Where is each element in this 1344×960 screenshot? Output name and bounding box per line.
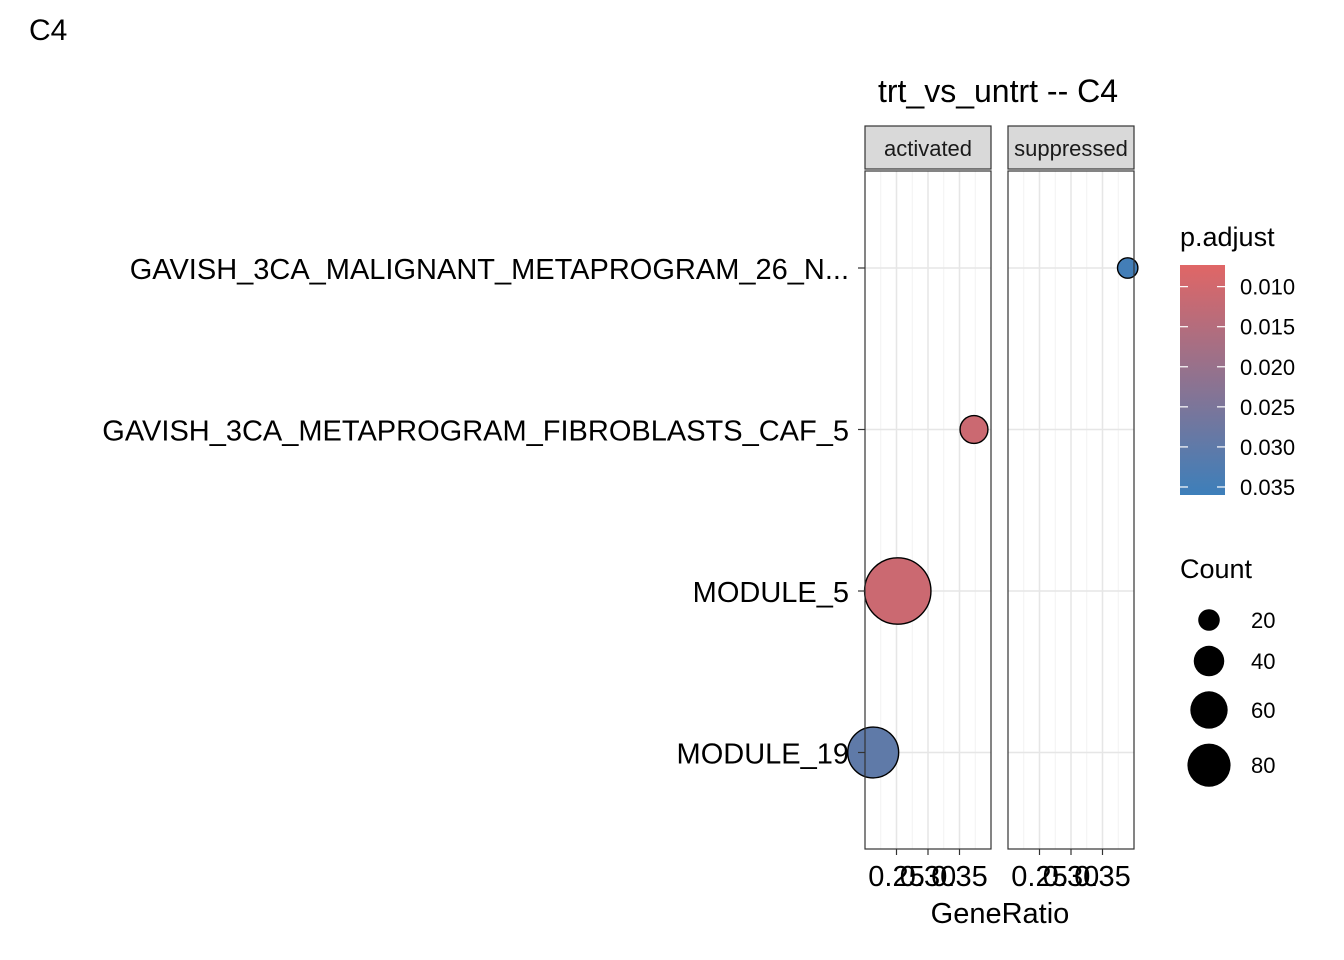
color-legend-label: 0.025 bbox=[1240, 395, 1295, 420]
x-tick-label: 0.30 bbox=[1043, 861, 1099, 893]
x-tick-label: 0.25 bbox=[1011, 861, 1067, 893]
color-legend-ticks: 0.010 0.015 0.020 0.025 0.030 0.035 bbox=[1180, 275, 1295, 500]
y-axis: GAVISH_3CA_MALIGNANT_METAPROGRAM_26_N...… bbox=[102, 254, 865, 771]
x-tick-label: 0.30 bbox=[900, 861, 956, 893]
y-tick-label: GAVISH_3CA_MALIGNANT_METAPROGRAM_26_N... bbox=[130, 254, 849, 286]
size-legend-dot bbox=[1187, 743, 1231, 787]
size-legend-title: Count bbox=[1180, 554, 1253, 584]
panel-suppressed bbox=[1008, 171, 1139, 849]
chart-title: trt_vs_untrt -- C4 bbox=[878, 73, 1118, 109]
y-tick-label: GAVISH_3CA_METAPROGRAM_FIBROBLASTS_CAF_5 bbox=[102, 416, 849, 448]
panel-activated bbox=[847, 171, 991, 849]
dot-activated-3 bbox=[847, 726, 900, 779]
x-tick-label: 0.35 bbox=[1074, 861, 1130, 893]
size-legend-dot bbox=[1198, 609, 1220, 631]
dot-suppressed-0 bbox=[1116, 257, 1139, 279]
panel-border bbox=[1007, 170, 1135, 850]
size-legend-dot bbox=[1193, 645, 1225, 677]
color-legend-bar bbox=[1180, 265, 1225, 495]
dot-activated-2 bbox=[863, 557, 932, 625]
y-tick-label: MODULE_19 bbox=[677, 739, 849, 771]
color-legend-title: p.adjust bbox=[1180, 222, 1275, 252]
x-axis: 0.250.300.35 0.250.300.35 bbox=[868, 849, 1131, 893]
y-tick-label: MODULE_5 bbox=[693, 577, 849, 609]
color-legend-label: 0.030 bbox=[1240, 435, 1295, 460]
facet-label-activated: activated bbox=[884, 136, 972, 161]
dot-activated-1 bbox=[959, 414, 989, 445]
size-legend-label: 60 bbox=[1251, 698, 1275, 723]
facet-strip-suppressed bbox=[1007, 125, 1135, 170]
x-tick-label: 0.25 bbox=[868, 861, 924, 893]
figure-tag: C4 bbox=[29, 14, 67, 47]
size-legend: 20 40 60 80 bbox=[1187, 608, 1275, 787]
size-legend-label: 20 bbox=[1251, 608, 1275, 633]
size-legend-dot bbox=[1190, 691, 1228, 729]
color-legend-label: 0.015 bbox=[1240, 315, 1295, 340]
facet-label-suppressed: suppressed bbox=[1014, 136, 1128, 161]
x-axis-title: GeneRatio bbox=[931, 898, 1070, 930]
panel-border bbox=[864, 170, 992, 850]
x-tick-label: 0.35 bbox=[931, 861, 987, 893]
size-legend-label: 80 bbox=[1251, 753, 1275, 778]
facet-strip-activated bbox=[864, 125, 992, 170]
color-legend-label: 0.010 bbox=[1240, 275, 1295, 300]
color-legend-label: 0.035 bbox=[1240, 475, 1295, 500]
color-legend-label: 0.020 bbox=[1240, 355, 1295, 380]
size-legend-label: 40 bbox=[1251, 649, 1275, 674]
